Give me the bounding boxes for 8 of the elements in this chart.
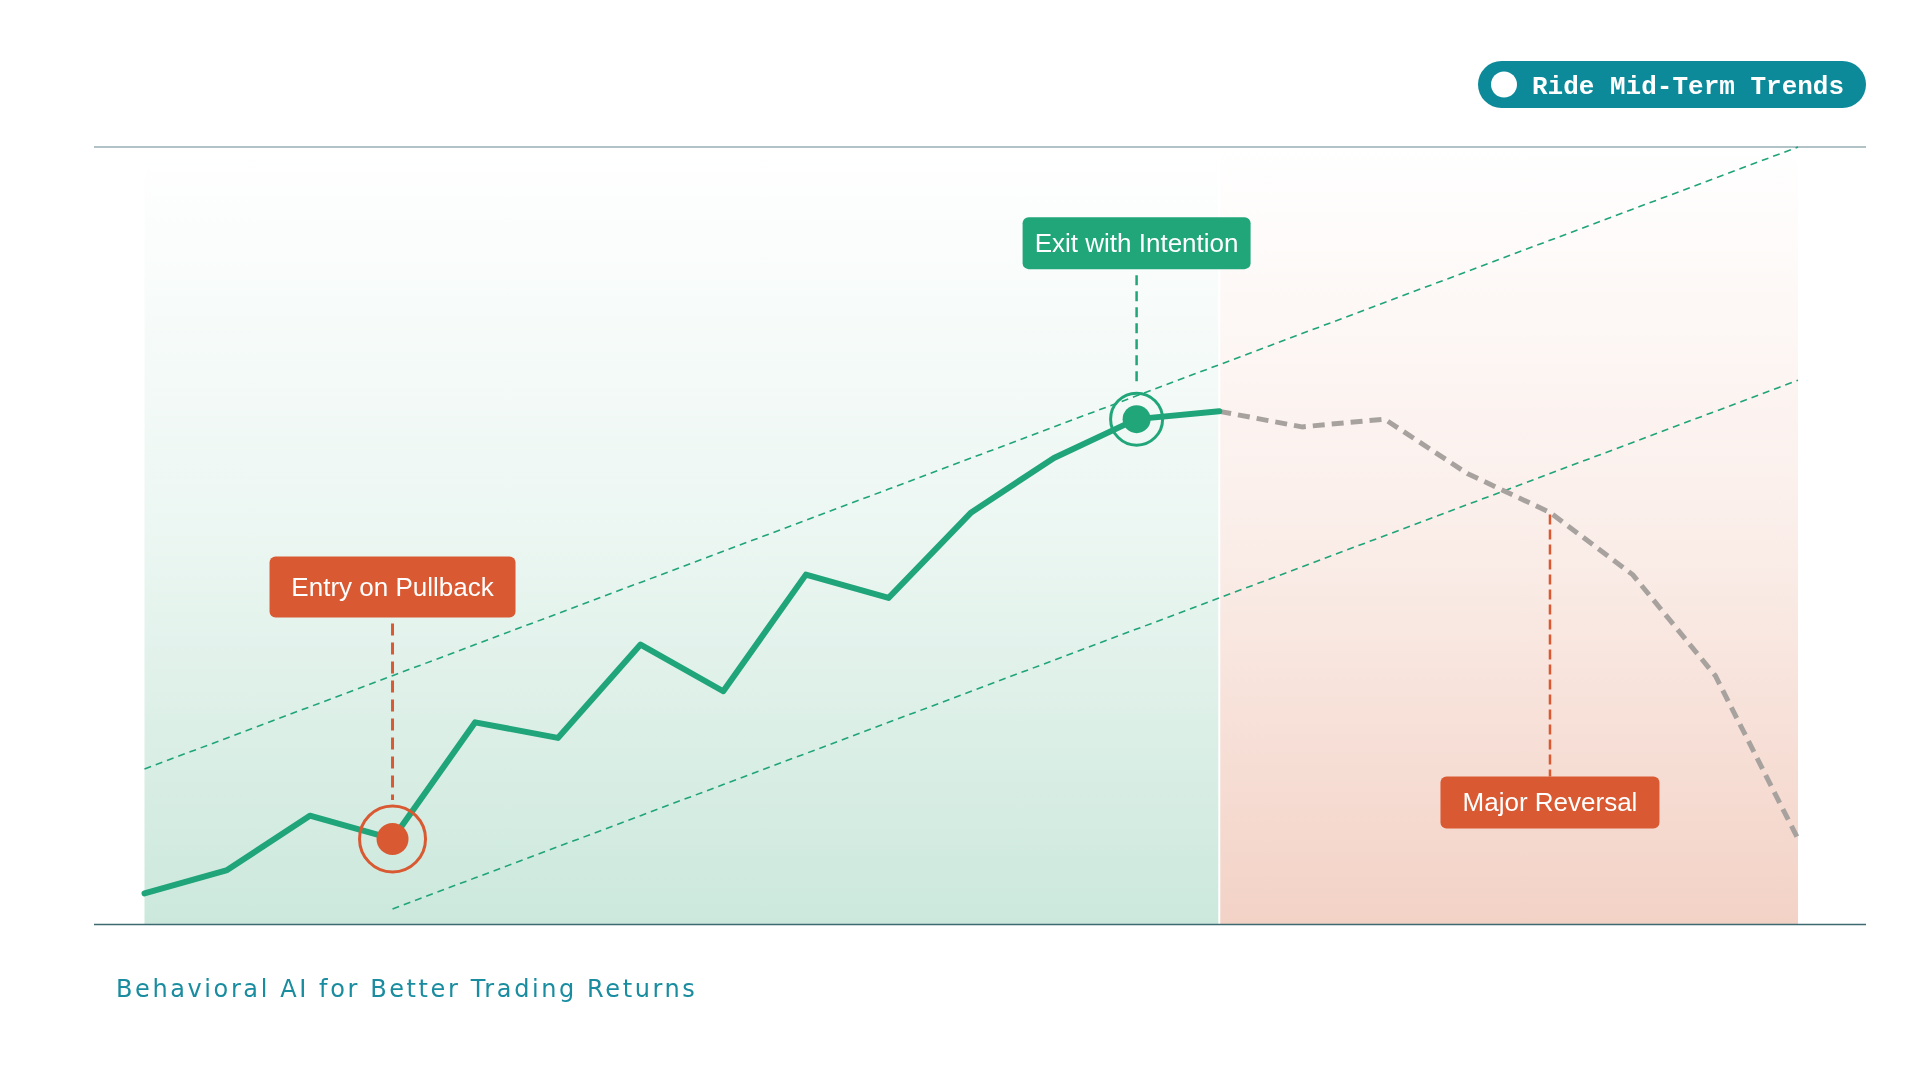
annotation: Major Reversal bbox=[1462, 787, 1638, 818]
annotation: Exit with Intention bbox=[1034, 228, 1239, 259]
chart-title: Ride Mid-Term Trends bbox=[1532, 71, 1845, 102]
text: Behavioral AI for Better Trading Returns bbox=[116, 975, 698, 1003]
callout-box: Major Reversal bbox=[1440, 776, 1660, 829]
callout-box: Exit with Intention bbox=[1022, 217, 1251, 270]
annotation: Entry on Pullback bbox=[291, 571, 495, 602]
callout-box: Entry on Pullback bbox=[269, 556, 516, 618]
